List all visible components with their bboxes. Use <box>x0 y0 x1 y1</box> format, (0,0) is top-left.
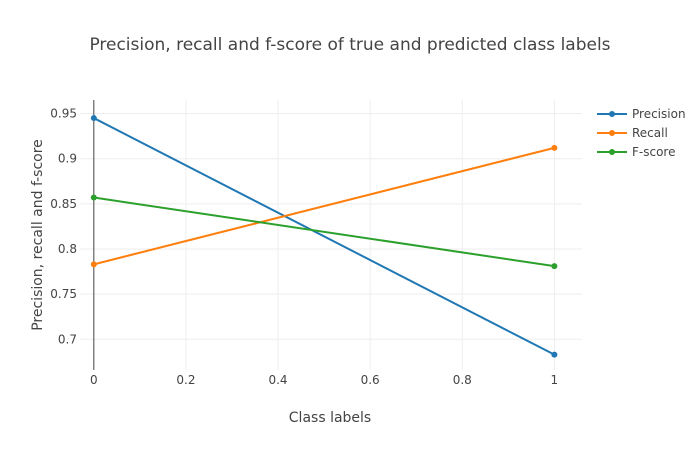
x-tick-label: 0.4 <box>268 373 287 387</box>
legend-marker-precision <box>609 111 615 117</box>
y-tick-label: 0.75 <box>50 287 77 301</box>
y-tick-label: 0.8 <box>58 242 77 256</box>
y-axis-title: Precision, recall and f-score <box>30 139 46 331</box>
legend-marker-f-score <box>609 149 615 155</box>
y-tick-label: 0.85 <box>50 197 77 211</box>
series-line-recall <box>93 146 555 266</box>
chart-title: Precision, recall and f-score of true an… <box>89 35 610 55</box>
x-tick-label: 0.6 <box>361 373 380 387</box>
legend: Precision Recall F-score <box>597 107 686 159</box>
y-axis-ticks: 0.7 0.75 0.8 0.85 0.9 0.95 <box>50 107 77 347</box>
y-tick-label: 0.95 <box>50 107 77 121</box>
series-line-f-score <box>93 196 555 268</box>
series-line-precision <box>93 117 555 356</box>
data-point-recall <box>90 261 97 268</box>
data-point-f-score <box>551 263 558 270</box>
x-tick-label: 0.2 <box>176 373 195 387</box>
legend-marker-recall <box>609 130 615 136</box>
series-layer <box>90 115 558 358</box>
x-axis-title: Class labels <box>289 410 371 426</box>
x-axis-ticks: 0 0.2 0.4 0.6 0.8 1 <box>90 373 558 387</box>
data-point-precision <box>90 115 97 122</box>
x-tick-label: 0.8 <box>453 373 472 387</box>
y-tick-label: 0.9 <box>58 152 77 166</box>
legend-label-f-score: F-score <box>632 145 675 159</box>
x-tick-label: 1 <box>551 373 559 387</box>
legend-label-precision: Precision <box>632 107 686 121</box>
x-tick-label: 0 <box>90 373 98 387</box>
data-point-f-score <box>90 194 97 201</box>
data-point-recall <box>551 144 558 151</box>
data-point-precision <box>551 351 558 358</box>
y-tick-label: 0.7 <box>58 332 77 346</box>
legend-label-recall: Recall <box>632 126 668 140</box>
